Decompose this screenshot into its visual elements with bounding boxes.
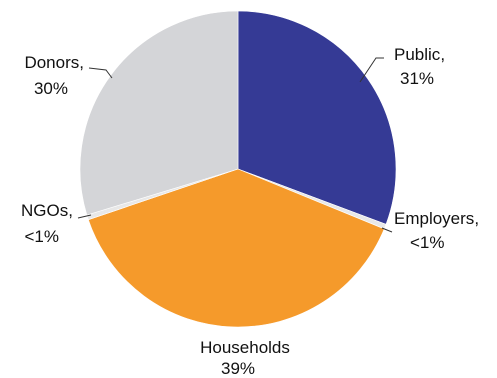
- leader-line-public: [359, 57, 384, 83]
- slice-value-households: 39%: [221, 359, 255, 378]
- leader-line-ngos: [77, 214, 92, 219]
- pie-slice-donors: [79, 10, 239, 216]
- slice-value-ngos: <1%: [25, 227, 60, 246]
- slice-labels: Public, 31% Employers, <1% Households 39…: [21, 45, 479, 378]
- slice-label-households: Households: [200, 338, 290, 357]
- pie-slice-households: [87, 168, 385, 328]
- slice-label-ngos: NGOs,: [21, 201, 73, 220]
- slice-value-public: 31%: [400, 69, 434, 88]
- slice-value-employers: <1%: [410, 233, 445, 252]
- slice-label-employers: Employers,: [394, 209, 479, 228]
- pie-slice-public: [237, 10, 397, 225]
- slice-value-donors: 30%: [34, 79, 68, 98]
- leader-line-donors: [88, 67, 113, 79]
- slice-label-public: Public,: [394, 45, 445, 64]
- pie-slices: [79, 10, 397, 328]
- leader-line-employers: [381, 227, 393, 233]
- leader-lines: [77, 57, 393, 233]
- slice-label-donors: Donors,: [24, 53, 84, 72]
